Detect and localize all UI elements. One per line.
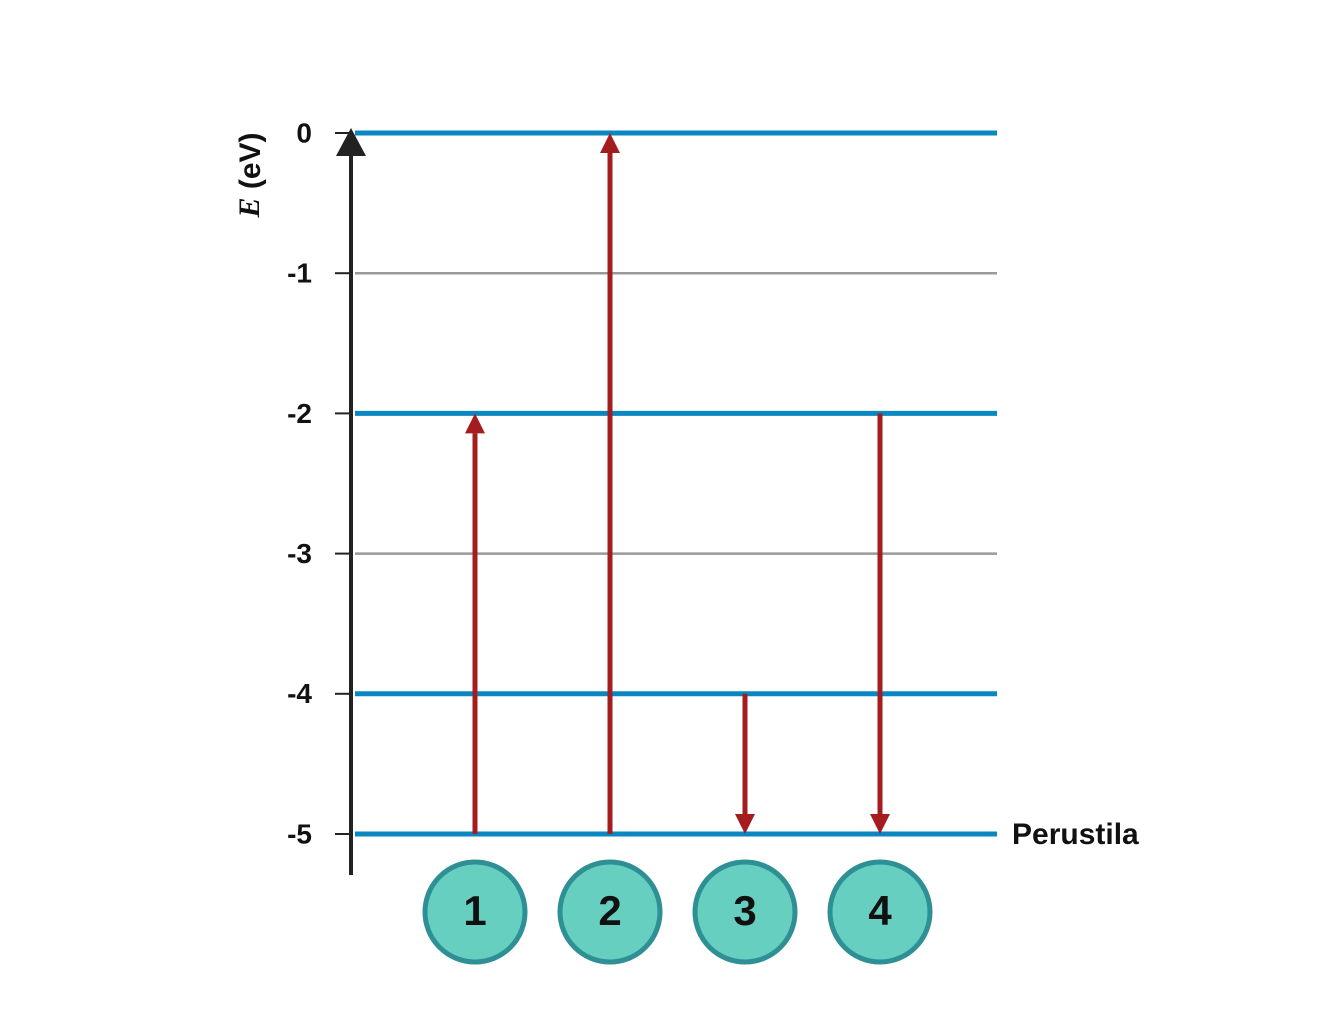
ground-state-label: Perustila (1012, 818, 1139, 851)
tick-label: -1 (287, 258, 312, 289)
transition-arrowhead (465, 413, 485, 434)
transition-label: 2 (598, 887, 621, 934)
transition-badge (692, 859, 798, 965)
transition-badge (422, 859, 528, 965)
axis-label: E (eV) (233, 132, 267, 218)
transition-badge (557, 859, 663, 965)
y-axis-arrowhead (336, 128, 366, 156)
tick-label: 0 (296, 117, 312, 148)
tick-label: -3 (287, 538, 312, 569)
transition-label: 1 (463, 887, 486, 934)
tick-label: -5 (287, 818, 312, 849)
transition-arrowhead (735, 814, 755, 834)
tick-label: -4 (287, 678, 312, 709)
transition-badge (827, 859, 933, 965)
transition-label: 3 (733, 887, 756, 934)
tick-label: -2 (287, 398, 312, 429)
transition-arrowhead (870, 814, 890, 834)
axis-symbol: E (233, 198, 266, 219)
transition-label: 4 (868, 887, 892, 934)
axis-unit: (eV) (234, 132, 267, 189)
transition-arrowhead (600, 133, 620, 153)
